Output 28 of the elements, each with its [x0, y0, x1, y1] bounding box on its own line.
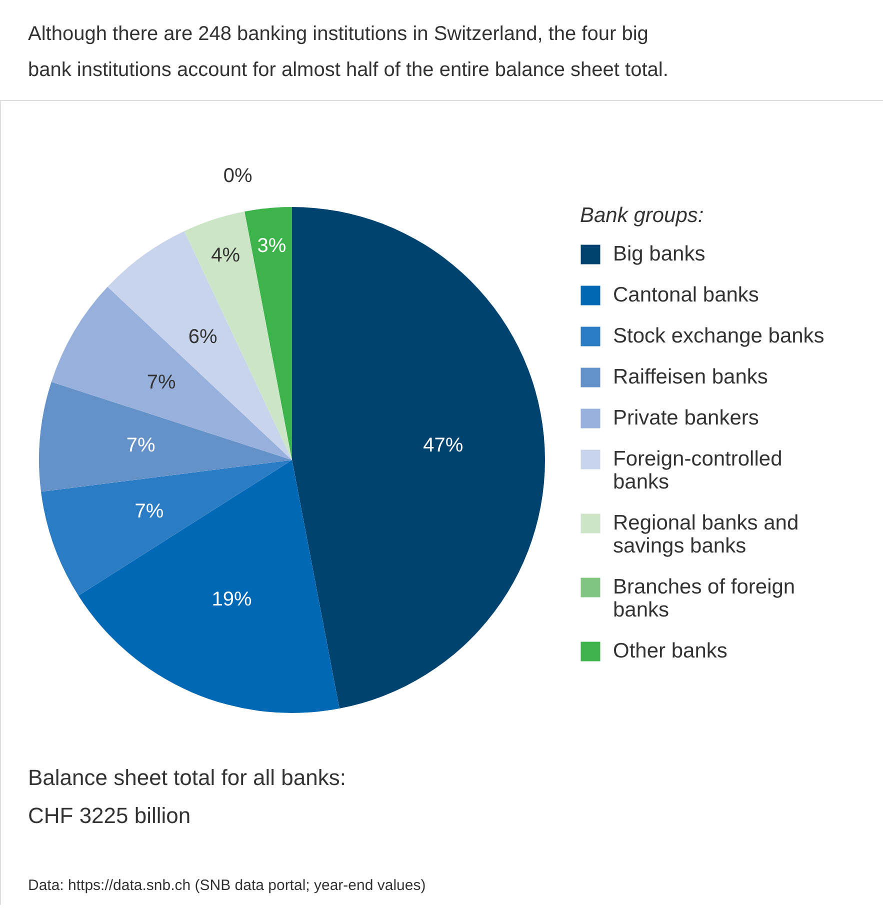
data-label: 7%: [134, 500, 164, 522]
legend-label: Foreign-controlled banks: [613, 448, 782, 494]
pie-slice: [292, 207, 545, 709]
data-label: 47%: [423, 434, 464, 457]
data-label: 7%: [126, 434, 156, 457]
pie-slice: [184, 211, 292, 460]
data-label: 3%: [257, 234, 286, 257]
legend-label: Branches of foreign banks: [613, 576, 796, 622]
pie-slice: [51, 286, 292, 460]
legend-title: Bank groups:: [580, 204, 704, 227]
legend-label: Regional banks and savings banks: [613, 512, 799, 558]
legend-label: Stock exchange banks: [613, 324, 824, 348]
data-label: 19%: [212, 588, 252, 610]
legend-label: Cantonal banks: [613, 284, 759, 306]
legend-label: Big banks: [613, 242, 706, 266]
text: Data: https://data.snb.ch (SNB data portal; year-end values): [28, 877, 426, 894]
data-label: 6%: [188, 326, 218, 348]
data-label: 7%: [146, 372, 176, 394]
text: 0%: [223, 165, 252, 188]
pie-slice: [108, 231, 292, 460]
chart-title: Although there are 248 banking institutions in Switzerland, the four big bank institutions account for almost half of the entire balance sheet total.: [28, 23, 668, 81]
pie-slice: [78, 460, 340, 713]
legend-label: Other banks: [613, 640, 728, 662]
legend-label: Private bankers: [613, 406, 759, 430]
pie-slice: [244, 207, 292, 460]
data-label: 4%: [211, 244, 240, 266]
legend-label: Raiffeisen banks: [613, 366, 768, 388]
text: Balance sheet total for all banks: CHF 3225 billion: [28, 765, 346, 828]
